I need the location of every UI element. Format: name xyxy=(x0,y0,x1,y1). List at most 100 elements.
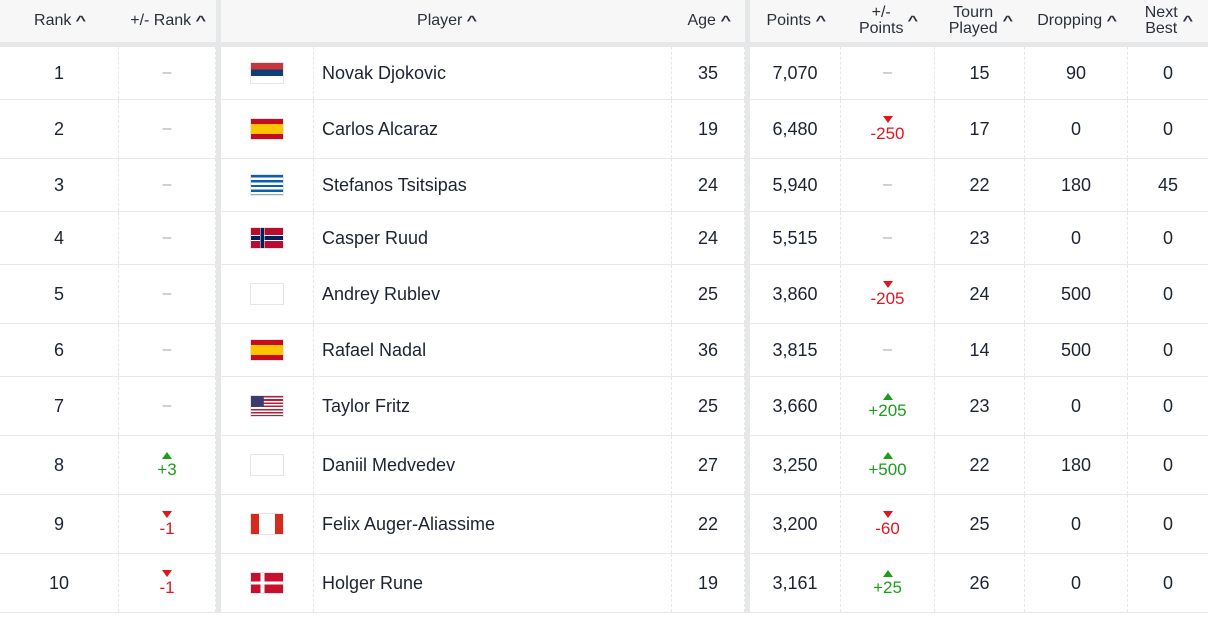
next-best-cell: 0 xyxy=(1128,265,1208,323)
divider xyxy=(216,159,221,211)
player-name[interactable]: Novak Djokovic xyxy=(322,62,447,83)
next-best: 0 xyxy=(1162,62,1173,83)
flag-cell xyxy=(221,212,314,264)
player-name[interactable]: Stefanos Tsitsipas xyxy=(322,174,467,195)
table-row[interactable]: 6 – Rafael Nadal 36 3,815 – 14 500 0 xyxy=(0,324,1208,377)
table-row[interactable]: 8 +3 Daniil Medvedev 27 3,250 +500 22 18… xyxy=(0,436,1208,495)
divider xyxy=(216,212,221,264)
greece-flag-icon xyxy=(250,174,284,196)
next-best-cell: 0 xyxy=(1128,554,1208,612)
rank-change: – xyxy=(162,64,172,81)
chevron-up-icon: ^ xyxy=(1106,13,1118,28)
rank-cell: 8 xyxy=(0,436,119,494)
spain-flag-icon xyxy=(250,118,284,140)
player-name[interactable]: Rafael Nadal xyxy=(322,339,427,360)
rank-cell: 7 xyxy=(0,377,119,435)
age: 22 xyxy=(697,513,719,534)
chevron-up-icon: ^ xyxy=(466,13,478,28)
points-change-cell: +25 xyxy=(841,554,935,612)
table-row[interactable]: 10 -1 Holger Rune 19 3,161 +25 26 0 0 xyxy=(0,554,1208,613)
player-name[interactable]: Taylor Fritz xyxy=(322,395,411,416)
age: 25 xyxy=(697,283,719,304)
player-name[interactable]: Casper Ruud xyxy=(322,227,429,248)
sort-rank[interactable]: Rank ^ xyxy=(34,12,87,29)
player-name[interactable]: Carlos Alcaraz xyxy=(322,118,439,139)
sort-points[interactable]: Points ^ xyxy=(766,12,827,29)
rank-change: – xyxy=(162,285,172,302)
dropping-cell: 0 xyxy=(1025,495,1128,553)
tourn-played-cell: 24 xyxy=(935,265,1025,323)
table-row[interactable]: 3 – Stefanos Tsitsipas 24 5,940 – 22 180… xyxy=(0,159,1208,212)
tourn-played: 15 xyxy=(969,62,990,83)
flag-cell xyxy=(221,377,314,435)
sort-rank-change[interactable]: +/- Rank ^ xyxy=(130,12,207,29)
sort-tourn-played[interactable]: Tourn Played ^ xyxy=(948,4,1013,37)
chevron-up-icon: ^ xyxy=(1182,13,1193,28)
rank-cell: 5 xyxy=(0,265,119,323)
divider xyxy=(745,554,750,612)
arrow-up-icon xyxy=(882,451,893,459)
points-change: +500 xyxy=(868,459,907,479)
player-name[interactable]: Andrey Rublev xyxy=(322,283,441,304)
tourn-played-cell: 14 xyxy=(935,324,1025,376)
chevron-up-icon: ^ xyxy=(1002,13,1013,28)
dropping: 180 xyxy=(1060,174,1092,195)
rank-change-cell: – xyxy=(119,47,216,99)
rank: 6 xyxy=(53,339,64,360)
table-row[interactable]: 9 -1 Felix Auger-Aliassime 22 3,200 -60 … xyxy=(0,495,1208,554)
tourn-played: 14 xyxy=(969,339,990,360)
rank-change-cell: – xyxy=(119,212,216,264)
player-name[interactable]: Felix Auger-Aliassime xyxy=(322,513,496,534)
points-cell: 3,815 xyxy=(750,324,841,376)
points-change: – xyxy=(883,64,892,81)
flag-cell xyxy=(221,324,314,376)
points-change-cell: -60 xyxy=(841,495,935,553)
age: 27 xyxy=(697,454,719,475)
divider xyxy=(216,436,221,494)
flag-cell xyxy=(221,265,314,323)
points-cell: 3,660 xyxy=(750,377,841,435)
player-name[interactable]: Holger Rune xyxy=(322,572,424,593)
table-row[interactable]: 7 – Taylor Fritz 25 3,660 +205 23 0 0 xyxy=(0,377,1208,436)
rank: 9 xyxy=(53,513,64,534)
sort-dropping[interactable]: Dropping ^ xyxy=(1037,12,1118,29)
next-best: 0 xyxy=(1162,572,1173,593)
rank-cell: 2 xyxy=(0,100,119,158)
rank: 1 xyxy=(53,62,64,83)
dropping: 500 xyxy=(1060,283,1092,304)
points-cell: 3,200 xyxy=(750,495,841,553)
points: 3,161 xyxy=(772,572,818,593)
age: 25 xyxy=(697,395,719,416)
sort-next-best[interactable]: Next Best ^ xyxy=(1144,4,1193,37)
rank-change-cell: – xyxy=(119,100,216,158)
dropping: 0 xyxy=(1070,513,1081,534)
next-best: 0 xyxy=(1162,339,1173,360)
age-cell: 35 xyxy=(672,47,745,99)
next-best: 0 xyxy=(1162,227,1173,248)
table-row[interactable]: 1 – Novak Djokovic 35 7,070 – 15 90 0 xyxy=(0,47,1208,100)
table-row[interactable]: 2 – Carlos Alcaraz 19 6,480 -250 17 0 0 xyxy=(0,100,1208,159)
divider xyxy=(745,100,750,158)
rank: 10 xyxy=(48,572,70,593)
points-change-cell: -250 xyxy=(841,100,935,158)
tourn-played-cell: 22 xyxy=(935,159,1025,211)
points-cell: 3,250 xyxy=(750,436,841,494)
dropping-cell: 180 xyxy=(1025,436,1128,494)
rank-change: -1 xyxy=(159,577,175,597)
player-cell: Taylor Fritz xyxy=(314,377,672,435)
table-row[interactable]: 5 – Andrey Rublev 25 3,860 -205 24 500 0 xyxy=(0,265,1208,324)
dropping: 0 xyxy=(1070,395,1081,416)
rank-change: -1 xyxy=(159,518,175,538)
table-row[interactable]: 4 – Casper Ruud 24 5,515 – 23 0 0 xyxy=(0,212,1208,265)
sort-points-change[interactable]: +/- Points ^ xyxy=(858,4,919,37)
divider xyxy=(216,47,221,99)
player-name[interactable]: Daniil Medvedev xyxy=(322,454,456,475)
rank-cell: 4 xyxy=(0,212,119,264)
arrow-up-icon xyxy=(882,392,893,400)
dropping: 500 xyxy=(1060,339,1092,360)
sort-age[interactable]: Age ^ xyxy=(687,12,732,29)
sort-player[interactable]: Player ^ xyxy=(417,12,478,29)
age-cell: 22 xyxy=(672,495,745,553)
rank-cell: 1 xyxy=(0,47,119,99)
denmark-flag-icon xyxy=(250,572,284,594)
